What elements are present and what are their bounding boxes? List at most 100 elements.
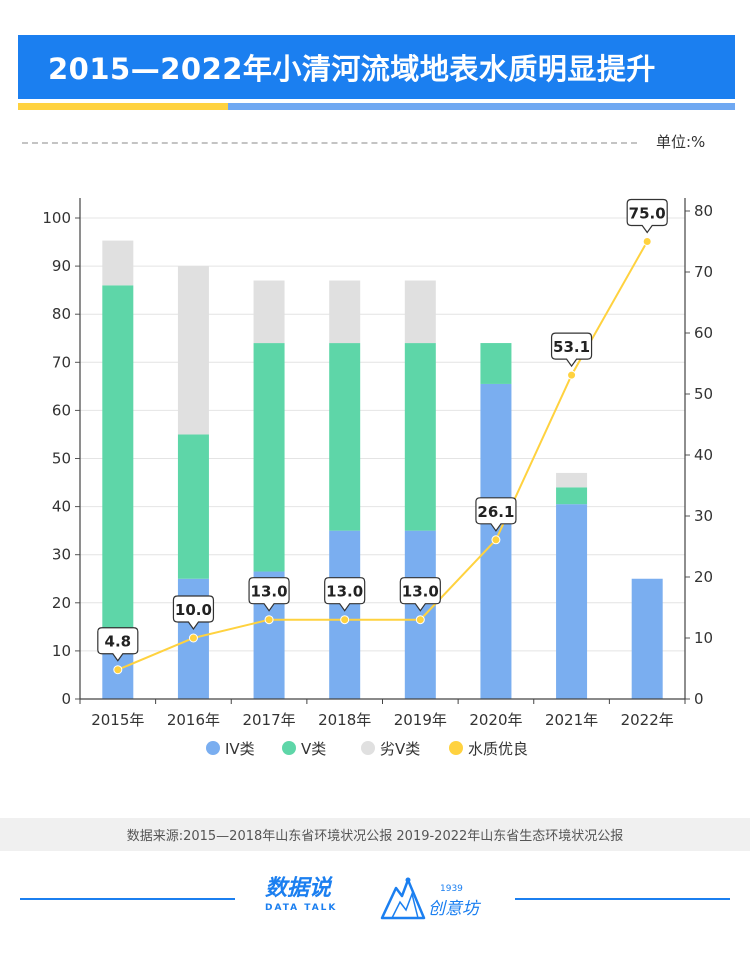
- bar-segment: [329, 530, 361, 699]
- x-tick-label: 2015年: [91, 711, 144, 729]
- legend-label: 劣V类: [380, 740, 420, 758]
- bar-segment: [253, 343, 285, 572]
- y-right-tick-label: 20: [694, 568, 713, 586]
- legend-swatch: [282, 741, 296, 755]
- bar-segment: [480, 343, 512, 384]
- title-underline-blue: [228, 103, 735, 110]
- data-label-box: [97, 627, 139, 662]
- data-label-callout: 10.0: [172, 595, 215, 631]
- good-quality-line: [117, 241, 649, 671]
- y-left-tick-label: 100: [42, 209, 71, 227]
- data-label-box: [475, 497, 517, 532]
- x-tick-label: 2022年: [621, 711, 674, 729]
- bar-segment: [253, 280, 285, 344]
- bar-segment: [404, 280, 436, 344]
- good-quality-point: [642, 237, 652, 246]
- data-label-callout: 13.0: [399, 577, 441, 612]
- good-quality-point: [264, 615, 274, 625]
- stacked-bar-line-chart: 0 10 20 30 40 50 60 70 80 90 100 0 10 20 30 40 50 60 70 80 2…: [42, 198, 713, 758]
- bar-segment: [177, 266, 209, 435]
- y-left-tick-label: 70: [52, 353, 71, 371]
- data-label-callout: 13.0: [248, 577, 290, 612]
- footer-line-left: [20, 898, 235, 900]
- bar-segment: [404, 530, 436, 699]
- y-right-tick-label: 60: [694, 324, 713, 342]
- data-label-callout: 4.8: [97, 627, 139, 662]
- y-left-tick-label: 10: [52, 642, 71, 660]
- legend-label: IV类: [225, 740, 255, 758]
- good-quality-point: [567, 370, 577, 380]
- x-tick-label: 2019年: [394, 711, 447, 729]
- data-label: 13.0: [402, 583, 439, 601]
- datatalk-logo: 数据说 DATA TALK: [265, 876, 365, 916]
- y-left-tick-label: 50: [52, 450, 71, 468]
- data-label-callout: 75.0: [626, 198, 668, 234]
- legend-label: 水质优良: [468, 740, 528, 758]
- bar-segment: [631, 578, 663, 699]
- y-left-tick-label: 80: [52, 305, 71, 323]
- legend-swatch: [206, 741, 220, 755]
- y-right-tick-label: 10: [694, 629, 713, 647]
- bar-segment: [329, 343, 361, 531]
- bar-segment: [556, 504, 588, 699]
- cyf-logo: 1939 创意坊: [380, 874, 495, 920]
- source-text: 数据来源:2015—2018年山东省环境状况公报 2019-2022年山东省生态…: [126, 829, 624, 844]
- x-tick-label: 2021年: [545, 711, 598, 729]
- title-underline-yellow: [18, 103, 228, 110]
- data-label-box: [248, 577, 290, 612]
- x-tick-label: 2020年: [469, 711, 522, 729]
- y-left-tick-label: 30: [52, 546, 71, 564]
- data-label: 13.0: [326, 583, 363, 601]
- unit-divider: [22, 142, 637, 144]
- data-label-box: [399, 577, 441, 612]
- cyf-logo-text: 创意坊: [428, 899, 479, 919]
- data-label-callout: 26.1: [475, 497, 517, 532]
- y-right-tick-label: 70: [694, 263, 713, 281]
- data-label-box: [626, 198, 668, 234]
- legend-label: V类: [301, 740, 326, 758]
- y-left-tick-label: 90: [52, 257, 71, 275]
- y-right-tick-label: 40: [694, 446, 713, 464]
- data-label: 53.1: [553, 338, 590, 356]
- x-tick-label: 2017年: [242, 711, 295, 729]
- good-quality-point: [188, 633, 198, 643]
- bar-segment: [102, 285, 134, 654]
- good-quality-point: [113, 665, 123, 675]
- legend-swatch: [361, 741, 375, 755]
- bar-segment: [556, 472, 588, 488]
- good-quality-point: [340, 615, 350, 625]
- datatalk-logo-sub: DATA TALK: [265, 903, 338, 913]
- y-right-tick-label: 80: [694, 202, 713, 220]
- title-banner: 2015—2022年小清河流域地表水质明显提升: [18, 35, 735, 99]
- data-label-callout: 53.1: [550, 332, 593, 368]
- y-left-tick-label: 20: [52, 594, 71, 612]
- cyf-logo-year: 1939: [440, 884, 463, 894]
- bar-segment: [556, 487, 588, 505]
- data-label: 4.8: [105, 633, 132, 651]
- bar-segment: [404, 343, 436, 531]
- data-label-box: [550, 332, 593, 368]
- x-tick-label: 2016年: [167, 711, 220, 729]
- good-quality-point: [491, 535, 501, 545]
- source-box: 数据来源:2015—2018年山东省环境状况公报 2019-2022年山东省生态…: [0, 818, 750, 851]
- data-label: 10.0: [175, 601, 212, 619]
- y-left-tick-label: 60: [52, 401, 71, 419]
- bar-segment: [329, 280, 361, 344]
- y-right-tick-label: 30: [694, 507, 713, 525]
- x-tick-label: 2018年: [318, 711, 371, 729]
- good-quality-point: [415, 615, 425, 625]
- datatalk-logo-main: 数据说: [265, 876, 332, 901]
- data-label: 75.0: [629, 205, 666, 223]
- y-right-tick-label: 0: [694, 690, 704, 708]
- bar-segment: [177, 434, 209, 579]
- y-left-tick-label: 0: [61, 690, 71, 708]
- data-label: 26.1: [477, 503, 514, 521]
- bar-segment: [102, 240, 134, 286]
- data-label: 13.0: [251, 583, 288, 601]
- data-label-box: [172, 595, 215, 631]
- y-right-tick-label: 50: [694, 385, 713, 403]
- y-left-tick-label: 40: [52, 498, 71, 516]
- page-title: 2015—2022年小清河流域地表水质明显提升: [48, 52, 656, 86]
- legend-swatch: [449, 741, 463, 755]
- footer-line-right: [515, 898, 730, 900]
